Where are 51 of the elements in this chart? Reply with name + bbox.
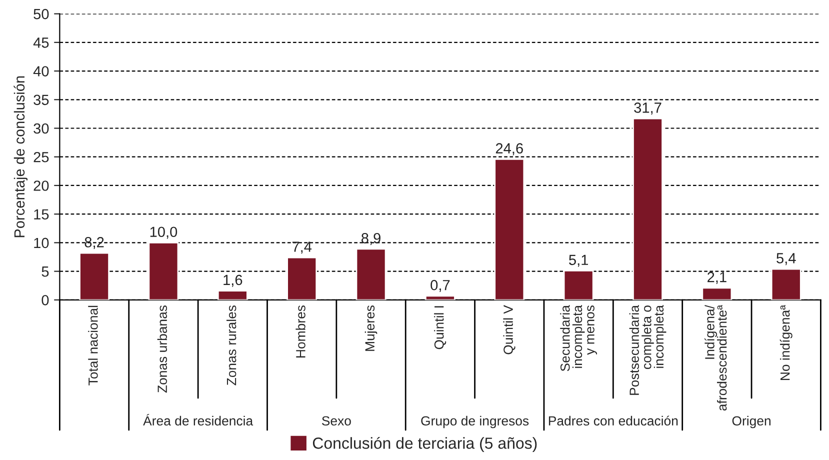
x-tick-label: Zonas urbanas xyxy=(157,305,168,393)
x-tick-label: Mujeres xyxy=(364,305,378,351)
bar xyxy=(286,256,318,300)
x-tick-label: Hombres xyxy=(296,305,306,358)
x-tick-label: Quintil V xyxy=(503,305,516,354)
x-tick-label: Postsecundaria completa o incompleta xyxy=(629,304,666,395)
data-label: 5,1 xyxy=(569,254,588,267)
data-label: 5,4 xyxy=(776,253,796,266)
data-label: 8,9 xyxy=(362,233,380,246)
bar xyxy=(217,290,248,300)
data-label: 24,6 xyxy=(496,143,523,156)
y-tick-label: 35 xyxy=(34,94,49,106)
bar xyxy=(632,118,663,300)
data-label: 2,1 xyxy=(708,272,726,284)
x-tick-label: No indígenaª xyxy=(780,304,792,380)
y-tick-label: 10 xyxy=(34,238,49,248)
data-label: 0,7 xyxy=(430,280,450,292)
text: Padres con educación xyxy=(548,416,678,426)
bar xyxy=(494,158,525,300)
y-tick-label: 50 xyxy=(34,8,49,20)
text: Sexo xyxy=(322,416,351,426)
y-tick-label: 15 xyxy=(34,209,49,220)
legend-label: Conclusión de terciaria (5 años) xyxy=(312,436,537,452)
x-tick-label: Secundaria incompleta y menos xyxy=(560,304,598,372)
data-label: 10,0 xyxy=(150,226,178,239)
text: Origen xyxy=(732,416,770,428)
data-label: 7,4 xyxy=(292,242,312,254)
text: Área de residencia xyxy=(143,414,254,426)
data-label: 8,2 xyxy=(84,237,104,250)
x-tick-label: Zonas rurales xyxy=(226,305,236,386)
bar xyxy=(702,287,732,300)
bar xyxy=(148,242,179,300)
y-tick-label: 25 xyxy=(34,152,49,162)
y-tick-label: 45 xyxy=(33,38,49,48)
bar xyxy=(424,295,456,300)
bar xyxy=(79,252,110,300)
data-label: 31,7 xyxy=(634,102,662,115)
text: Grupo de ingresos xyxy=(421,416,529,428)
y-tick-label: 20 xyxy=(34,180,49,191)
y-tick-label: 30 xyxy=(34,123,49,134)
x-tick-label: Total nacional xyxy=(88,306,98,386)
y-tick-label: 40 xyxy=(33,66,49,76)
bar xyxy=(563,270,594,300)
x-tick-label: Quintil I xyxy=(434,306,446,350)
y-tick-label: 0 xyxy=(42,295,49,306)
data-label: 1,6 xyxy=(224,274,242,287)
y-axis-title: Porcentaje de conclusión xyxy=(14,76,28,238)
bar xyxy=(770,268,802,300)
x-tick-label: Indígena/ afrodescendienteª xyxy=(704,304,727,411)
bar xyxy=(356,248,386,300)
y-tick-label: 5 xyxy=(42,266,49,277)
